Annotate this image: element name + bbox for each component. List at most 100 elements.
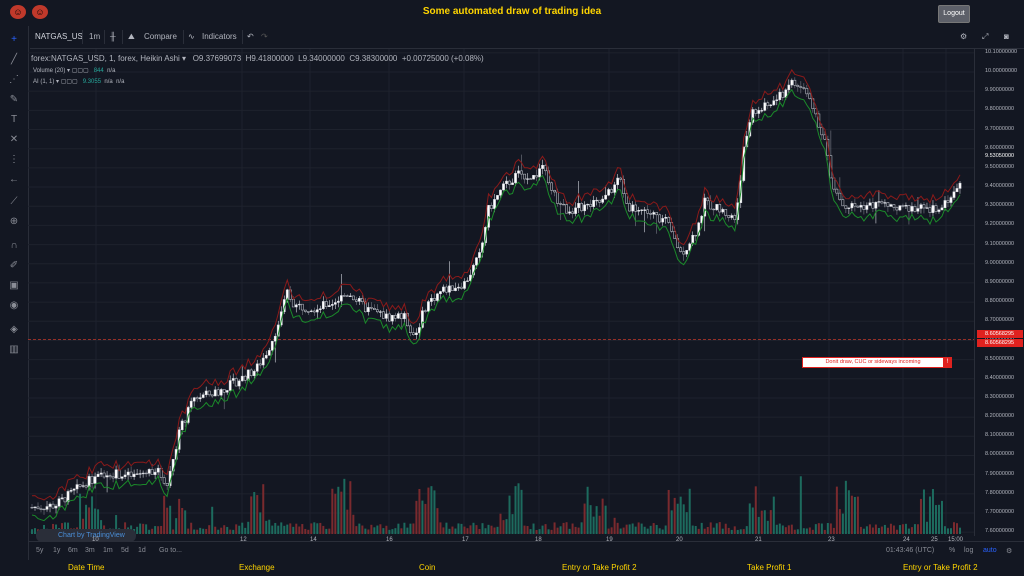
log-toggle[interactable]: log [964,547,974,554]
volume-bar [322,525,325,534]
candle [544,165,547,172]
candle [264,355,268,359]
compare-icon[interactable]: ⛰ [128,32,135,41]
trendline-icon[interactable]: ╱ [10,54,18,65]
candle [475,257,478,266]
candle [409,325,412,333]
candle [937,209,941,212]
volume-bar [166,507,169,534]
ai-label[interactable]: AI (1, 1) [33,79,55,85]
pattern-icon[interactable]: ✕ [9,134,19,145]
range-6m[interactable]: 6m [68,547,78,554]
tradingview-watermark[interactable]: Chart by TradingView [36,529,136,542]
volume-bar [607,528,610,534]
candle [589,203,592,207]
volume-bar [361,525,364,534]
volume-bar [220,527,223,534]
text-icon[interactable]: T [10,114,18,125]
ai-na-1: n/a [104,79,113,85]
symbol-search[interactable]: NATGAS_US [35,32,83,41]
percent-toggle[interactable]: % [949,547,956,554]
candle [640,209,644,211]
candle [706,197,710,202]
candle [679,247,683,252]
eye-icon[interactable]: ◉ [9,300,19,311]
trash-icon[interactable]: ▥ [9,344,19,355]
volume-bar [217,529,220,534]
volume-bar [874,524,877,534]
settings-icon[interactable]: ⚙ [960,32,968,41]
ruler-icon[interactable]: ⟋ [10,196,18,207]
volume-bar [64,522,67,534]
footer-take-profit-1: Take Profit 1 [747,563,792,572]
magnet-icon[interactable]: ∩ [10,240,18,251]
volume-bar [250,496,253,534]
volume-bar [619,528,622,534]
fullscreen-icon[interactable]: ⤢ [982,32,989,41]
candle [373,307,376,310]
range-5y[interactable]: 5y [36,547,44,554]
range-3m[interactable]: 3m [85,547,95,554]
volume-bar [307,529,310,534]
range-5d[interactable]: 5d [121,547,129,554]
candle [303,309,307,312]
volume-bar [766,520,769,534]
candle [240,375,244,382]
volume-bar [538,529,541,534]
crosshair-icon[interactable]: + [11,34,17,45]
range-1d[interactable]: 1d [138,547,146,554]
candle [553,190,556,193]
volume-bar [484,528,487,534]
prediction-icon[interactable]: ⋮ [9,154,19,165]
candle [96,473,100,477]
stay-drawing-icon[interactable]: ✐ [9,260,19,271]
volume-bar [454,528,457,534]
indicators-icon[interactable]: ∿ [188,32,195,41]
lock-icon[interactable]: ▣ [9,280,19,291]
chart-style-icon[interactable]: ╫ [110,32,116,41]
volume-bar [679,496,682,534]
volume-bar [214,526,217,534]
clock-readout[interactable]: 01:43:46 (UTC) [886,547,935,554]
volume-bar [331,488,334,534]
camera-icon[interactable]: ◙ [1004,32,1009,41]
price-chart[interactable] [28,49,974,536]
candle [757,110,761,114]
price-axis[interactable]: 10.10000000 10.00000000 9.90000000 9.800000… [974,49,1024,536]
brush-icon[interactable]: ✎ [9,94,19,105]
auto-toggle[interactable]: auto [983,547,997,554]
compare-button[interactable]: Compare [144,32,177,41]
volume-bar [202,528,205,534]
candle [354,299,358,302]
annotation-alert-icon[interactable]: ! [943,357,952,368]
volume-bar [370,524,373,534]
settings-icon-bottom[interactable]: ⚙ [1006,548,1013,555]
candle [30,506,34,509]
zoom-icon[interactable]: ⊕ [9,216,19,227]
indicators-button[interactable]: Indicators [202,32,237,41]
volume-bar [91,496,94,534]
range-1m[interactable]: 1m [103,547,113,554]
candle [451,285,454,291]
volume-bar [913,524,916,534]
candle [517,170,520,174]
layers-icon[interactable]: ◈ [10,324,18,335]
undo-icon[interactable]: ↶ [247,32,254,41]
candle [703,197,707,217]
legend-symbol[interactable]: forex:NATGAS_USD, 1, forex, Heikin Ashi [31,54,180,63]
volume-bar [601,498,604,534]
redo-icon[interactable]: ↷ [261,32,268,41]
candle [655,212,659,216]
fib-icon[interactable]: ⋰ [9,74,19,85]
time-axis[interactable]: 10 12 14 16 17 18 19 20 21 23 24 25 15:00 [28,536,974,546]
volume-bar [316,523,319,534]
volume-bar [631,523,634,534]
back-arrow-icon[interactable]: ← [9,174,19,185]
candle [592,200,595,207]
volume-label[interactable]: Volume (20) [33,68,66,74]
range-1y[interactable]: 1y [53,547,61,554]
interval-button[interactable]: 1m [89,32,101,41]
logout-button[interactable]: Logout [938,5,970,23]
goto-button[interactable]: Go to... [159,547,182,554]
annotation-label[interactable]: Donit draw, CUC or sideways incoming [802,357,944,368]
